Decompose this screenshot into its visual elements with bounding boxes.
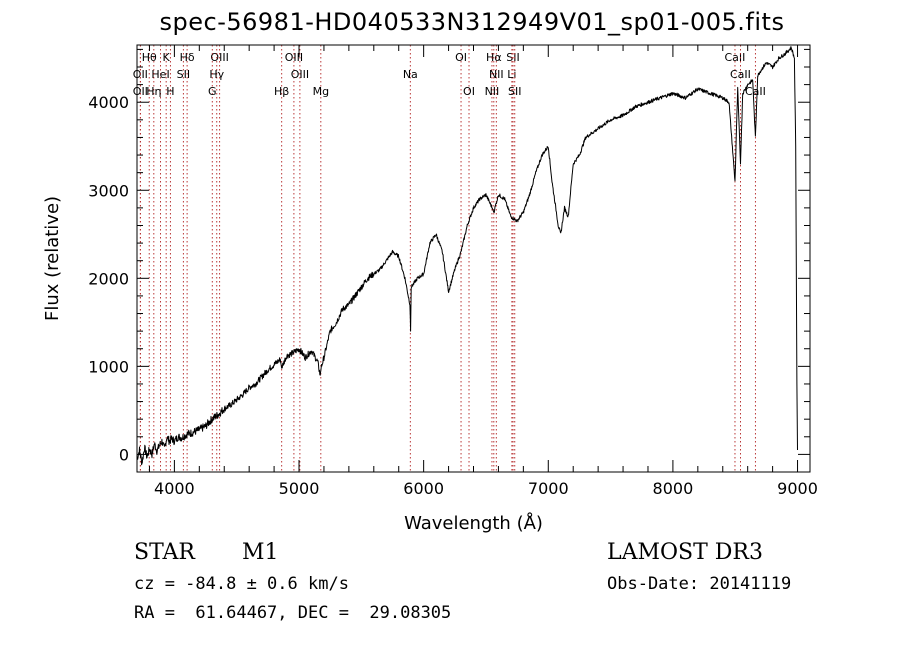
line-label: Li [507, 68, 516, 81]
line-label: SII [177, 68, 190, 81]
line-label: Hδ [180, 51, 195, 64]
line-label: HeI [151, 68, 169, 81]
object-subclass: M1 [242, 540, 279, 565]
line-label: Hη [146, 85, 161, 98]
x-tick-label: 9000 [777, 479, 818, 498]
line-label: Hθ [142, 51, 157, 64]
line-label: OI [455, 51, 467, 64]
line-label: NII [489, 68, 504, 81]
line-label: Na [403, 68, 418, 81]
spectrum-line [136, 46, 798, 466]
x-tick-label: 5000 [279, 479, 320, 498]
line-label: SII [508, 85, 521, 98]
line-label: Hγ [209, 68, 224, 81]
y-tick-label: 4000 [88, 93, 129, 112]
survey-label: LAMOST DR3 [607, 540, 763, 565]
redshift-velocity: cz = -84.8 ± 0.6 km/s [134, 574, 349, 594]
line-label: K [163, 51, 171, 64]
line-label: G [208, 85, 217, 98]
line-label: OIII [285, 51, 303, 64]
y-tick-label: 3000 [88, 181, 129, 200]
y-axis-label: Flux (relative) [42, 196, 63, 321]
x-axis-label: Wavelength (Å) [404, 512, 543, 534]
x-tick-label: 8000 [653, 479, 694, 498]
line-label: H [166, 85, 174, 98]
line-label: OIII [291, 68, 309, 81]
x-tick-label: 6000 [403, 479, 444, 498]
line-label: SII [506, 51, 519, 64]
object-class: STAR [134, 540, 195, 565]
y-tick-label: 2000 [88, 269, 129, 288]
line-label: CaII [725, 51, 746, 64]
sky-coordinates: RA = 61.64467, DEC = 29.08305 [134, 603, 452, 623]
x-tick-label: 7000 [528, 479, 569, 498]
line-label: CaII [730, 68, 751, 81]
y-tick-label: 0 [119, 445, 129, 464]
plot-frame [136, 44, 811, 473]
line-label: Mg [313, 85, 329, 98]
line-label: NII [485, 85, 500, 98]
line-label: Hβ [274, 85, 289, 98]
observation-date: Obs-Date: 20141119 [607, 574, 792, 594]
x-tick-label: 4000 [154, 479, 195, 498]
line-label: OI [463, 85, 475, 98]
line-label: CaII [745, 85, 766, 98]
chart-title: spec-56981-HD040533N312949V01_sp01-005.f… [159, 8, 785, 36]
line-label: Hα [486, 51, 502, 64]
y-tick-label: 1000 [88, 357, 129, 376]
line-label: OIII [210, 51, 228, 64]
